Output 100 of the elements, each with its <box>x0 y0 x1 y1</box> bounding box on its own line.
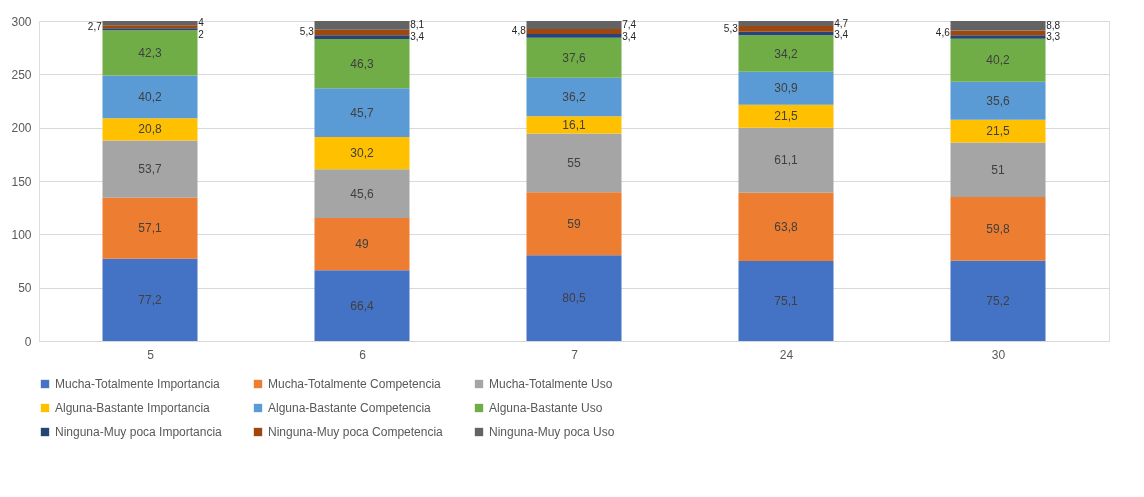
legend-label: Alguna-Bastante Importancia <box>55 401 211 415</box>
bar <box>950 81 1046 120</box>
data-label: 5,3 <box>723 22 739 34</box>
data-label: 3,4 <box>410 31 425 43</box>
data-label: 4,6 <box>935 26 951 38</box>
data-label: 8,8 <box>1046 19 1061 31</box>
bar <box>526 77 622 117</box>
legend-label: Alguna-Bastante Competencia <box>268 401 432 415</box>
data-label: 37,6 <box>562 50 586 65</box>
x-tick-label: 24 <box>779 347 794 362</box>
data-label: 3,3 <box>1046 31 1061 43</box>
bar <box>102 140 198 198</box>
y-tick-label: 0 <box>24 334 32 349</box>
data-label: 59 <box>567 216 581 231</box>
bar <box>526 255 622 341</box>
data-label: 5,3 <box>299 26 315 38</box>
bar <box>526 192 622 256</box>
data-label: 36,2 <box>562 90 586 105</box>
data-label: 45,7 <box>350 105 374 120</box>
data-label: 80,5 <box>562 291 586 306</box>
data-label: 2,7 <box>87 20 103 32</box>
bar <box>950 30 1046 36</box>
y-tick-label: 50 <box>18 281 32 296</box>
legend-label: Mucha-Totalmente Importancia <box>55 377 221 391</box>
bar <box>526 34 622 38</box>
legend-label: Mucha-Totalmente Uso <box>489 377 613 391</box>
bar <box>950 35 1046 39</box>
data-label: 3,4 <box>622 30 637 42</box>
bar <box>950 119 1046 143</box>
data-label: 75,2 <box>986 293 1010 308</box>
data-label: 46,3 <box>350 56 374 71</box>
data-label: 40,2 <box>138 89 162 104</box>
bar <box>102 30 198 76</box>
bar <box>950 260 1046 341</box>
y-tick-label: 250 <box>11 67 32 82</box>
legend-label: Ninguna-Muy poca Uso <box>489 425 615 439</box>
x-tick-label: 30 <box>991 347 1006 362</box>
bar <box>526 37 622 78</box>
bar <box>314 21 410 30</box>
bar <box>314 217 410 271</box>
bar <box>738 104 834 128</box>
data-label: 4 <box>198 17 205 29</box>
data-label: 35,6 <box>986 93 1010 108</box>
bar <box>738 35 834 72</box>
data-label: 3,4 <box>834 29 849 41</box>
data-label: 8,1 <box>410 19 425 31</box>
data-label: 51 <box>991 162 1005 177</box>
legend-label: Alguna-Bastante Uso <box>489 401 603 415</box>
bar <box>738 26 834 32</box>
bar <box>314 35 410 39</box>
bar <box>950 38 1046 82</box>
bar <box>314 169 410 218</box>
y-tick-label: 100 <box>11 227 32 242</box>
bar <box>738 260 834 341</box>
legend-label: Ninguna-Muy poca Competencia <box>268 425 444 439</box>
y-tick-label: 300 <box>11 14 32 29</box>
data-label: 53,7 <box>138 162 162 177</box>
data-label: 42,3 <box>138 45 162 60</box>
bar <box>950 142 1046 197</box>
bar <box>102 118 198 141</box>
data-label: 77,2 <box>138 292 162 307</box>
bar <box>738 127 834 193</box>
data-label: 4,8 <box>511 25 527 37</box>
bar <box>102 75 198 119</box>
data-label: 20,8 <box>138 122 162 137</box>
data-label: 66,4 <box>350 298 374 313</box>
bar <box>102 258 198 341</box>
data-label: 30,9 <box>774 81 798 96</box>
data-label: 49 <box>355 237 369 252</box>
bar <box>314 270 410 341</box>
bar <box>102 21 198 26</box>
data-label: 21,5 <box>774 109 798 124</box>
x-tick-label: 5 <box>147 347 155 362</box>
data-label: 59,8 <box>986 221 1010 236</box>
data-label: 57,1 <box>138 221 162 236</box>
bar <box>102 197 198 259</box>
bar <box>738 71 834 105</box>
legend-label: Ninguna-Muy poca Importancia <box>55 425 223 439</box>
bar <box>950 197 1046 261</box>
legend-label: Mucha-Totalmente Competencia <box>268 377 442 391</box>
bar <box>314 137 410 170</box>
bar <box>526 116 622 134</box>
bar <box>526 133 622 193</box>
data-label: 45,6 <box>350 186 374 201</box>
x-tick-label: 6 <box>359 347 367 362</box>
bar <box>738 192 834 261</box>
bar <box>526 21 622 29</box>
bar <box>314 38 410 89</box>
y-tick-label: 200 <box>11 121 32 136</box>
bar <box>738 21 834 27</box>
data-label: 7,4 <box>622 18 637 30</box>
data-label: 61,1 <box>774 153 798 168</box>
bar <box>314 88 410 138</box>
x-tick-label: 7 <box>571 347 579 362</box>
bar <box>526 28 622 35</box>
data-label: 21,5 <box>986 124 1010 139</box>
data-label: 75,1 <box>774 293 798 308</box>
data-label: 34,2 <box>774 46 798 61</box>
data-label: 30,2 <box>350 146 374 161</box>
data-label: 55 <box>567 155 581 170</box>
